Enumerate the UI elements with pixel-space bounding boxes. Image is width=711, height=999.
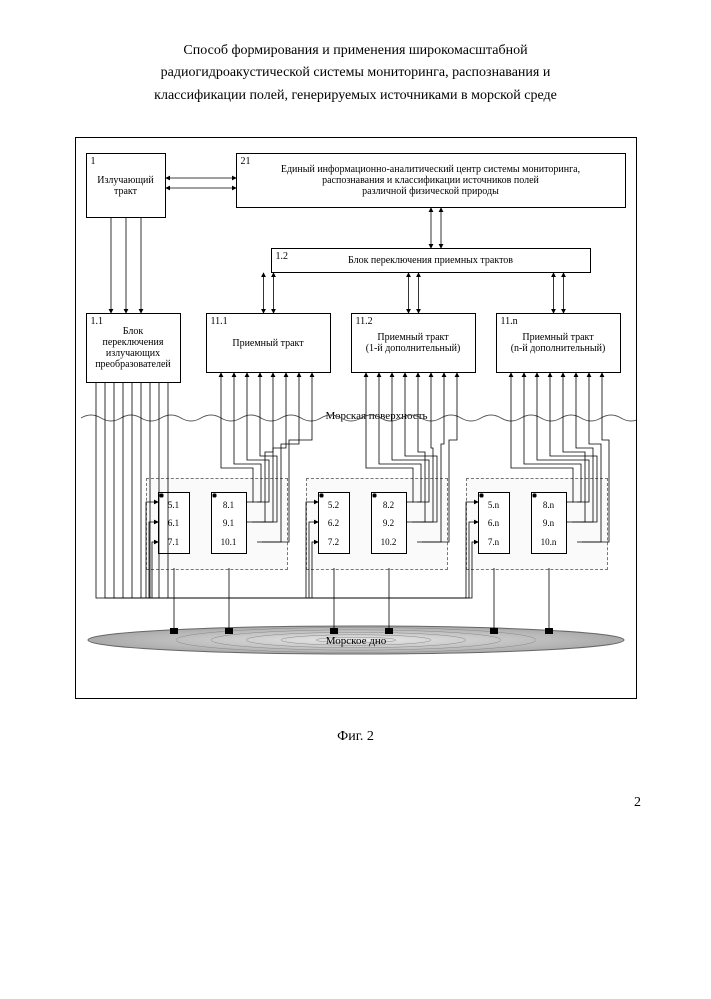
dot-icon <box>159 493 164 498</box>
title-line-2: радиогидроакустической системы мониторин… <box>60 62 651 84</box>
title-line-3: классификации полей, генерируемых источн… <box>60 85 651 107</box>
cluster-0-right-box: 8.1 9.1 10.1 <box>211 492 247 554</box>
sensor-left-5.n: 5.n <box>488 500 499 510</box>
sensor-right-10.1: 10.1 <box>221 537 237 547</box>
sensor-left-7.2: 7.2 <box>328 537 339 547</box>
dot-icon <box>532 493 537 498</box>
cluster-2-right-box: 8.n 9.n 10.n <box>531 492 567 554</box>
block-rx-tract-0: 11.1 Приемный тракт <box>206 313 331 373</box>
dot-icon <box>372 493 377 498</box>
cluster-2-left-box: 5.n 6.n 7.n <box>478 492 510 554</box>
sensor-left-5.1: 5.1 <box>168 500 179 510</box>
dot-icon <box>319 493 324 498</box>
block-emitting-tract: 1Излучающий тракт <box>86 153 166 218</box>
dot-icon <box>319 493 324 498</box>
sea-surface-label: Морская поверхность <box>326 410 428 422</box>
block-rx-tract-2: 11.n Приемный тракт (n-й дополнительный) <box>496 313 621 373</box>
dot-icon <box>532 493 537 498</box>
block-rx-tract-1-number: 11.2 <box>356 316 373 327</box>
block-rx-tract-2-number: 11.n <box>501 316 518 327</box>
sensor-left-5.2: 5.2 <box>328 500 339 510</box>
document-title: Способ формирования и применения широком… <box>60 40 651 107</box>
dot-icon <box>372 493 377 498</box>
sensor-right-8.2: 8.2 <box>383 500 394 510</box>
dot-icon <box>479 493 484 498</box>
sensor-left-6.1: 6.1 <box>168 518 179 528</box>
block-rx-tract-1-label: Приемный тракт (1-й дополнительный) <box>366 332 461 354</box>
sensor-left-7.1: 7.1 <box>168 537 179 547</box>
cluster-0-left-box: 5.1 6.1 7.1 <box>158 492 190 554</box>
sensor-right-8.n: 8.n <box>543 500 554 510</box>
cluster-1-left-box: 5.2 6.2 7.2 <box>318 492 350 554</box>
block-switch-tx-transducers-number: 1.1 <box>91 316 104 327</box>
block-analytical-center: 21 Единый информационно-аналитический цен… <box>236 153 626 208</box>
dot-icon <box>372 493 377 498</box>
sensor-right-10.n: 10.n <box>541 537 557 547</box>
dot-icon <box>159 493 164 498</box>
block-switch-rx-tracts: 1.2 Блок переключения приемных трактов <box>271 248 591 273</box>
block-rx-tract-0-number: 11.1 <box>211 316 228 327</box>
dot-icon <box>212 493 217 498</box>
dot-icon <box>479 493 484 498</box>
sensor-right-9.n: 9.n <box>543 518 554 528</box>
cluster-1-right-box: 8.2 9.2 10.2 <box>371 492 407 554</box>
figure-caption: Фиг. 2 <box>60 729 651 745</box>
block-emitting-tract-number: 1 <box>91 156 96 167</box>
block-diagram: 1Излучающий тракт 21 Единый информационно-… <box>75 137 637 699</box>
block-rx-tract-0-label: Приемный тракт <box>232 338 303 349</box>
block-switch-tx-transducers-label: Блок переключения излучающих преобразова… <box>95 326 171 370</box>
sensor-left-6.2: 6.2 <box>328 518 339 528</box>
dot-icon <box>212 493 217 498</box>
dot-icon <box>532 493 537 498</box>
sensor-right-9.2: 9.2 <box>383 518 394 528</box>
title-line-1: Способ формирования и применения широком… <box>60 40 651 62</box>
page-number: 2 <box>60 795 651 811</box>
block-analytical-center-number: 21 <box>241 156 251 167</box>
sensor-right-10.2: 10.2 <box>381 537 397 547</box>
dot-icon <box>212 493 217 498</box>
block-switch-tx-transducers: 1.1Блок переключения излучающих преобраз… <box>86 313 181 383</box>
dot-icon <box>479 493 484 498</box>
block-rx-tract-1: 11.2 Приемный тракт (1-й дополнительный) <box>351 313 476 373</box>
block-emitting-tract-label: Излучающий тракт <box>97 175 154 197</box>
block-rx-tract-2-label: Приемный тракт (n-й дополнительный) <box>511 332 606 354</box>
block-switch-rx-tracts-number: 1.2 <box>276 251 289 262</box>
block-switch-rx-tracts-label: Блок переключения приемных трактов <box>348 255 513 266</box>
dot-icon <box>319 493 324 498</box>
sensor-right-8.1: 8.1 <box>223 500 234 510</box>
block-analytical-center-label: Единый информационно-аналитический центр… <box>281 164 580 197</box>
sensor-left-6.n: 6.n <box>488 518 499 528</box>
svg-text:Морское дно: Морское дно <box>325 635 386 647</box>
dot-icon <box>159 493 164 498</box>
sensor-left-7.n: 7.n <box>488 537 499 547</box>
sensor-right-9.1: 9.1 <box>223 518 234 528</box>
